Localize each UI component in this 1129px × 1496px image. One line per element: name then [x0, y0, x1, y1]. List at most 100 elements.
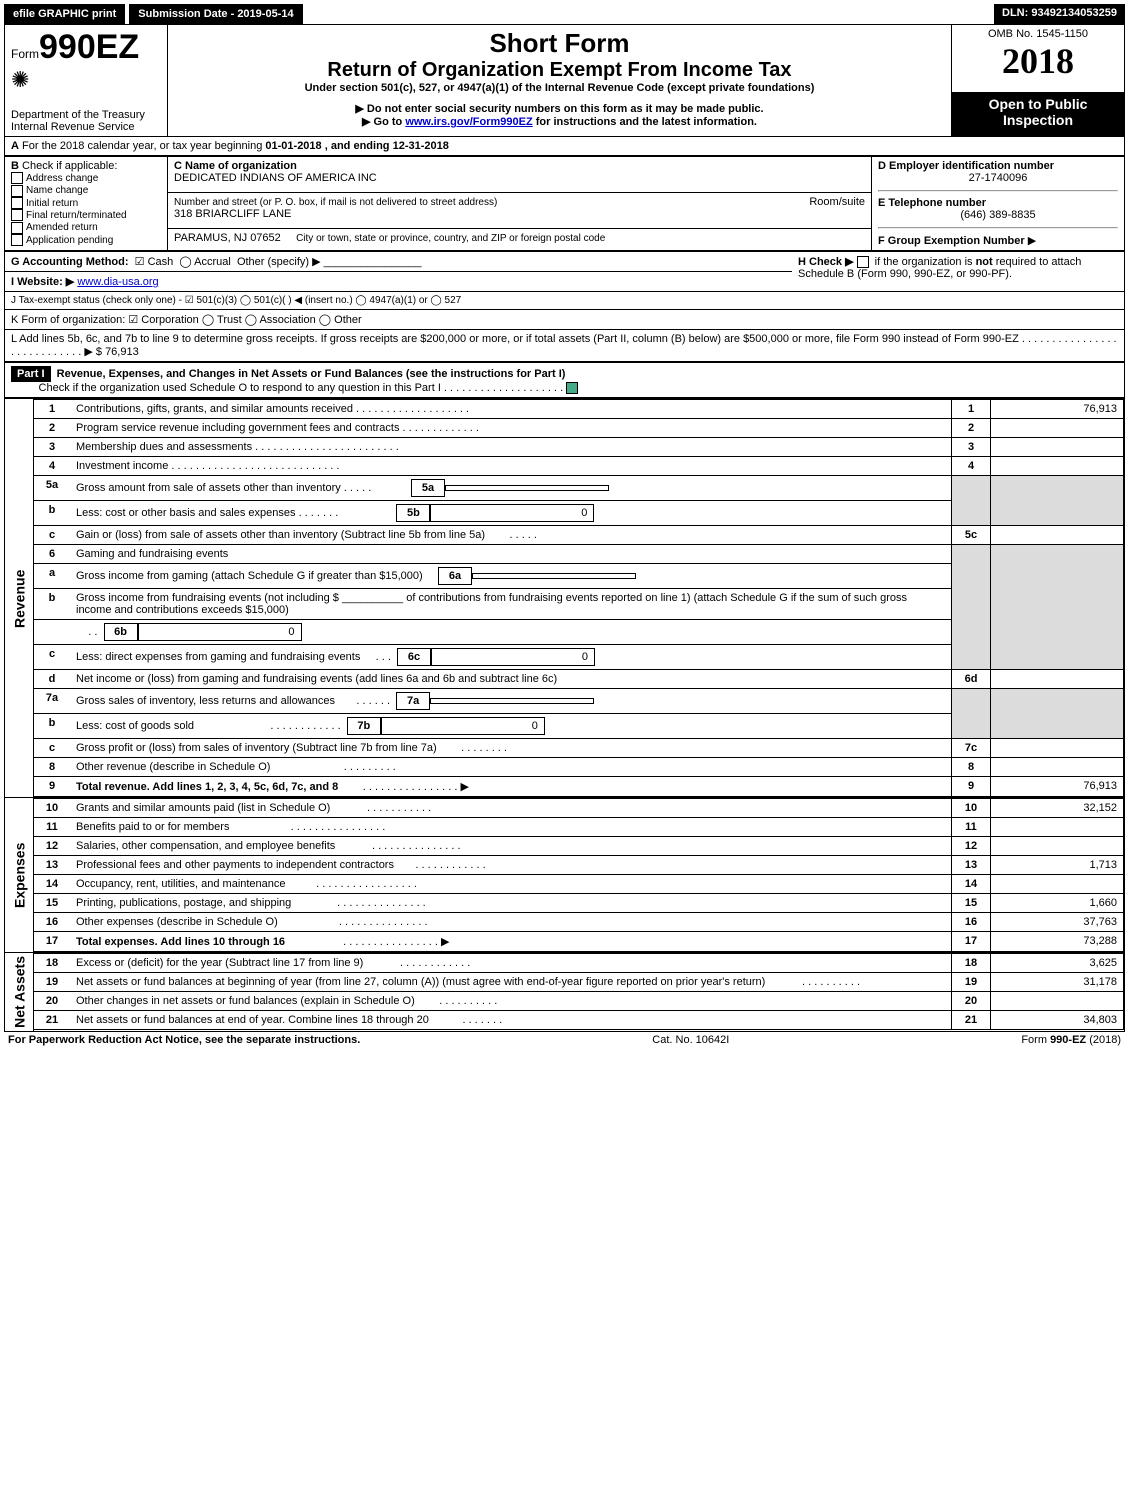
open-to-public: Open to Public Inspection: [952, 93, 1125, 137]
line-16-val: 37,763: [991, 913, 1124, 932]
checkbox-amended-return[interactable]: [11, 222, 23, 234]
revenue-sidebar: Revenue: [5, 399, 34, 798]
form-prefix: Form: [11, 47, 39, 61]
line-11-val: [991, 818, 1124, 837]
checkbox-initial-return[interactable]: [11, 197, 23, 209]
h-checkbox[interactable]: [857, 256, 869, 268]
line-1-val: 76,913: [991, 400, 1124, 419]
line-7c-desc: Gross profit or (loss) from sales of inv…: [76, 742, 437, 754]
line-18-val: 3,625: [991, 954, 1124, 973]
line-10-val: 32,152: [991, 799, 1124, 818]
page-footer: For Paperwork Reduction Act Notice, see …: [4, 1032, 1125, 1048]
efile-print-button[interactable]: efile GRAPHIC print: [4, 4, 125, 24]
line-14-desc: Occupancy, rent, utilities, and maintena…: [76, 878, 286, 890]
b-item-5: Application pending: [26, 235, 113, 246]
org-name: DEDICATED INDIANS OF AMERICA INC: [174, 172, 377, 184]
f-label: F Group Exemption Number: [878, 235, 1025, 247]
line-8-desc: Other revenue (describe in Schedule O): [76, 761, 270, 773]
l-arrow: ▶: [84, 346, 92, 358]
form-header: Form990EZ ✺ Department of the Treasury I…: [4, 24, 1125, 137]
line-7c-val: [991, 739, 1124, 758]
line-5a-mid: [445, 485, 609, 491]
b-item-2: Initial return: [26, 198, 78, 209]
form-subtitle: Under section 501(c), 527, or 4947(a)(1)…: [174, 82, 945, 94]
line-13-val: 1,713: [991, 856, 1124, 875]
line-6a-mid: [472, 573, 636, 579]
line-17-val: 73,288: [991, 932, 1124, 952]
street-label: Number and street (or P. O. box, if mail…: [174, 197, 497, 208]
line-12-val: [991, 837, 1124, 856]
line-14-val: [991, 875, 1124, 894]
net-assets-sidebar: Net Assets: [5, 953, 34, 1032]
b-item-4: Amended return: [26, 222, 98, 233]
omb-number: OMB No. 1545-1150: [958, 28, 1118, 40]
line-5b-mid: 0: [430, 504, 594, 522]
line-17-arrow: ▶: [441, 936, 449, 948]
j-line: J Tax-exempt status (check only one) - ☑…: [5, 292, 1125, 310]
submission-date: Submission Date - 2019-05-14: [129, 4, 302, 24]
tax-year: 2018: [958, 40, 1118, 82]
ghijk-block: G Accounting Method: ☑ Cash ◯ Accrual Ot…: [4, 251, 1125, 362]
line-16-desc: Other expenses (describe in Schedule O): [76, 916, 278, 928]
h-pre: H Check ▶: [798, 256, 854, 268]
line-20-val: [991, 992, 1124, 1011]
dln: DLN: 93492134053259: [994, 4, 1125, 24]
checkbox-address-change[interactable]: [11, 172, 23, 184]
checkbox-final-return[interactable]: [11, 209, 23, 221]
line-2-val: [991, 419, 1124, 438]
line-5c-desc: Gain or (loss) from sale of assets other…: [76, 529, 485, 541]
b-label: Check if applicable:: [22, 160, 117, 172]
line-7a-desc: Gross sales of inventory, less returns a…: [76, 695, 335, 707]
footer-left: For Paperwork Reduction Act Notice, see …: [8, 1034, 360, 1046]
checkbox-name-change[interactable]: [11, 185, 23, 197]
room-label: Room/suite: [809, 196, 865, 208]
line-4-desc: Investment income: [76, 460, 168, 472]
expenses-sidebar: Expenses: [5, 798, 34, 953]
schedule-o-checkbox[interactable]: [566, 382, 578, 394]
b-item-3: Final return/terminated: [26, 210, 127, 221]
g-label: G Accounting Method:: [11, 256, 129, 268]
line-17-desc: Total expenses. Add lines 10 through 16: [76, 936, 285, 948]
short-form-title: Short Form: [174, 28, 945, 59]
irs-gov-link[interactable]: www.irs.gov/Form990EZ: [405, 116, 532, 128]
footer-mid: Cat. No. 10642I: [652, 1034, 729, 1046]
line-4-val: [991, 457, 1124, 476]
a-begin: 01-01-2018: [265, 140, 321, 152]
c-label: C Name of organization: [174, 160, 297, 172]
line-5c-val: [991, 526, 1124, 545]
form-number: Form990EZ: [11, 28, 161, 67]
line-6b-mid: 0: [138, 623, 302, 641]
b-item-0: Address change: [26, 173, 98, 184]
h-text1: if the organization is: [875, 256, 976, 268]
irs-label: Internal Revenue Service: [11, 121, 161, 133]
line-9-val: 76,913: [991, 777, 1124, 797]
part-i-header-row: Part I Revenue, Expenses, and Changes in…: [4, 362, 1125, 398]
warning-ssn: ▶ Do not enter social security numbers o…: [174, 102, 945, 115]
ein: 27-1740096: [878, 172, 1118, 184]
line-21-desc: Net assets or fund balances at end of ye…: [76, 1014, 429, 1026]
line-6b-pre: Gross income from fundraising events (no…: [76, 592, 342, 604]
dept-treasury: Department of the Treasury: [11, 109, 161, 121]
part-i-check: Check if the organization used Schedule …: [39, 382, 441, 394]
line-7b-desc: Less: cost of goods sold: [76, 720, 194, 732]
line-6d-val: [991, 670, 1124, 689]
a-pre: For the 2018 calendar year, or tax year …: [22, 140, 265, 152]
line-3-val: [991, 438, 1124, 457]
line-13-desc: Professional fees and other payments to …: [76, 859, 394, 871]
g-accrual: Accrual: [194, 256, 231, 268]
e-label: E Telephone number: [878, 197, 986, 209]
goto-link-line: ▶ Go to www.irs.gov/Form990EZ for instru…: [174, 115, 945, 128]
line-7a-mid: [430, 698, 594, 704]
part-i-label: Part I: [11, 366, 51, 382]
line-3-desc: Membership dues and assessments: [76, 441, 252, 453]
line-18-desc: Excess or (deficit) for the year (Subtra…: [76, 957, 363, 969]
checkbox-application-pending[interactable]: [11, 234, 23, 246]
website-link[interactable]: www.dia-usa.org: [77, 276, 158, 288]
entity-block: B Check if applicable: Address change Na…: [4, 156, 1125, 251]
i-label: I Website: ▶: [11, 276, 74, 288]
street: 318 BRIARCLIFF LANE: [174, 208, 291, 220]
line-9-arrow: ▶: [461, 781, 469, 793]
line-6-desc: Gaming and fundraising events: [70, 545, 952, 564]
line-11-desc: Benefits paid to or for members: [76, 821, 229, 833]
line-21-val: 34,803: [991, 1011, 1124, 1030]
